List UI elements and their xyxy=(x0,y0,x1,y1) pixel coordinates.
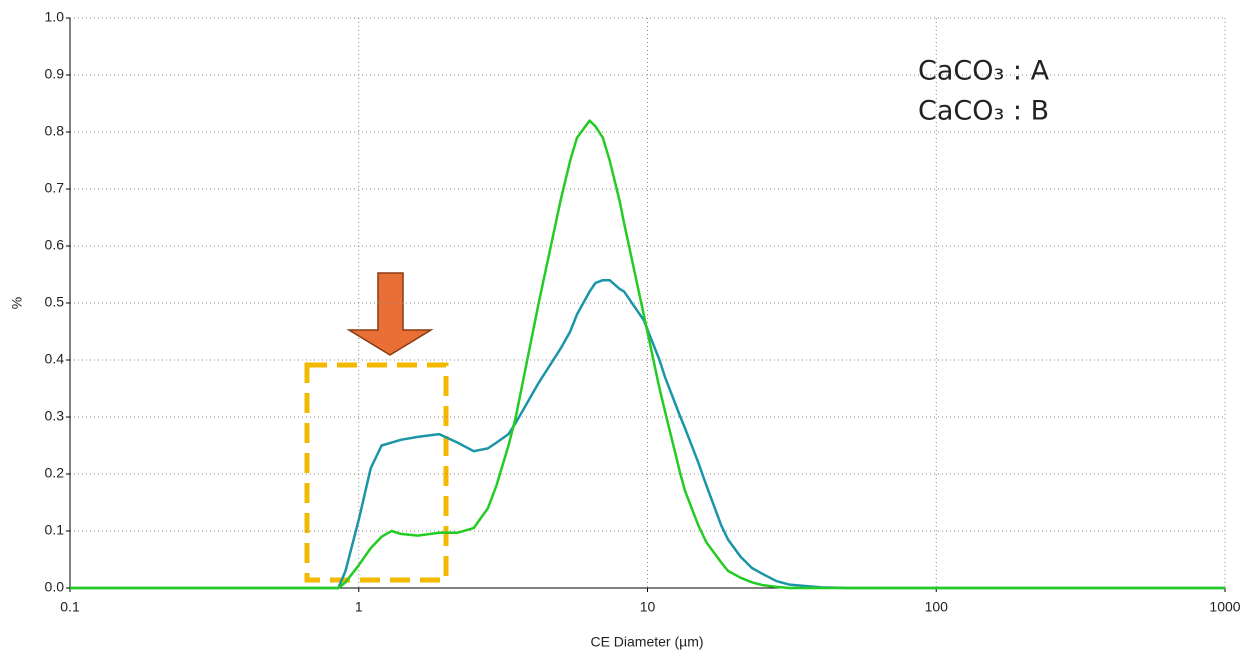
x-tick-label: 100 xyxy=(925,599,949,615)
y-tick-label: 0.5 xyxy=(45,294,65,310)
highlight-box xyxy=(304,362,449,583)
y-tick-label: 0.0 xyxy=(45,579,65,595)
y-tick-label: 0.6 xyxy=(45,237,65,253)
x-tick-label: 10 xyxy=(640,599,656,615)
x-tick-label: 1 xyxy=(355,599,363,615)
data-line xyxy=(70,278,1225,590)
x-axis-label: CE Diameter (µm) xyxy=(590,634,703,650)
x-tick-label: 0.1 xyxy=(60,599,80,615)
data-line xyxy=(70,119,1225,590)
x-tick-label: 1000 xyxy=(1209,599,1240,615)
y-tick-label: 0.7 xyxy=(45,180,65,196)
y-tick-label: 0.8 xyxy=(45,123,65,139)
legend-entry: CaCO₃ : A xyxy=(918,56,1050,87)
y-tick-label: 1.0 xyxy=(45,9,65,25)
y-tick-label: 0.3 xyxy=(45,408,65,424)
y-tick-label: 0.9 xyxy=(45,66,65,82)
y-axis-label: % xyxy=(9,297,25,309)
arrow xyxy=(346,272,434,356)
y-tick-label: 0.4 xyxy=(45,351,65,367)
y-tick-label: 0.1 xyxy=(45,522,65,538)
legend-entry: CaCO₃ : B xyxy=(918,96,1049,127)
y-tick-label: 0.2 xyxy=(45,465,65,481)
